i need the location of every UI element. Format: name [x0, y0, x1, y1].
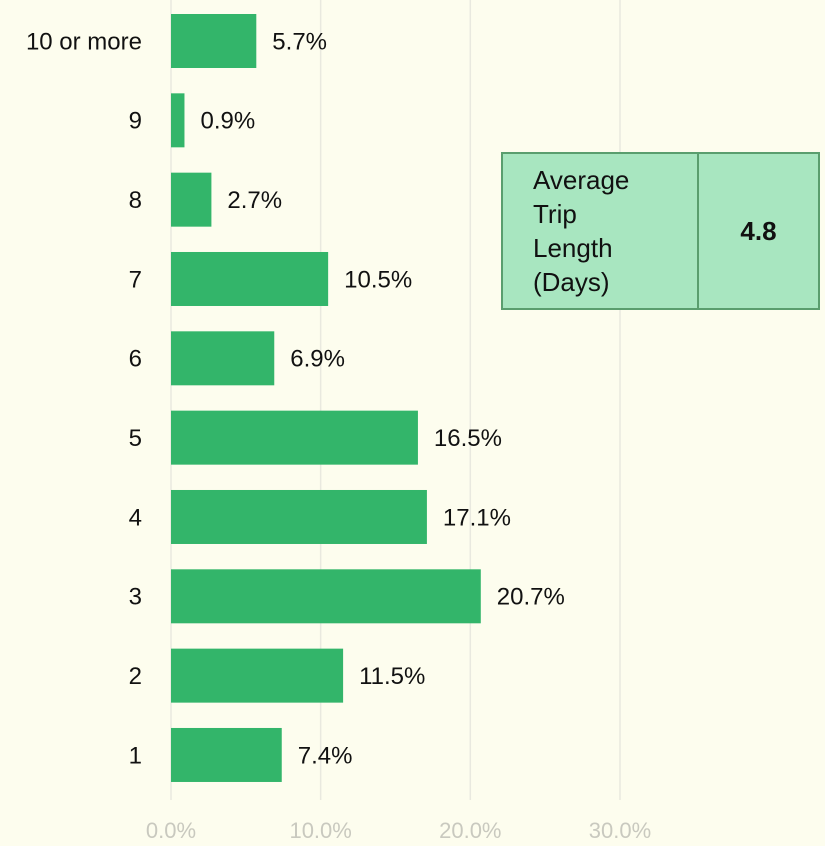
annotation-label: Average Trip Length (Days): [533, 165, 630, 297]
bar: [171, 331, 275, 386]
bar: [171, 727, 282, 782]
value-label: 10.5%: [344, 266, 412, 293]
y-tick-label: 2: [129, 663, 142, 690]
bar: [171, 172, 212, 227]
y-tick-label: 10 or more: [26, 28, 142, 55]
annotation-label-cell: Average Trip Length (Days): [503, 154, 699, 308]
bar: [171, 489, 427, 544]
value-label: 5.7%: [272, 28, 327, 55]
value-label: 7.4%: [298, 742, 353, 769]
y-tick-label: 1: [129, 742, 142, 769]
value-label: 2.7%: [227, 187, 282, 214]
x-tick-label: 10.0%: [289, 818, 351, 843]
bar: [171, 569, 481, 624]
annotation-box: Average Trip Length (Days) 4.8: [501, 152, 820, 310]
value-label: 0.9%: [200, 108, 255, 135]
bar: [171, 251, 329, 306]
y-tick-label: 5: [129, 425, 142, 452]
bar: [171, 648, 344, 703]
bar: [171, 14, 257, 68]
bar: [171, 93, 185, 148]
bar: [171, 410, 418, 465]
y-tick-label: 8: [129, 187, 142, 214]
y-tick-label: 6: [129, 346, 142, 373]
value-label: 6.9%: [290, 346, 345, 373]
x-tick-label: 0.0%: [146, 818, 196, 843]
value-label: 11.5%: [359, 663, 425, 690]
y-tick-label: 9: [129, 108, 142, 135]
x-tick-label: 20.0%: [439, 818, 501, 843]
x-tick-label: 30.0%: [589, 818, 651, 843]
annotation-value: 4.8: [740, 215, 777, 246]
value-label: 17.1%: [443, 504, 511, 531]
value-label: 16.5%: [434, 425, 502, 452]
y-tick-label: 4: [129, 504, 142, 531]
value-label: 20.7%: [497, 584, 565, 611]
y-tick-label: 3: [129, 584, 142, 611]
y-tick-label: 7: [129, 266, 142, 293]
